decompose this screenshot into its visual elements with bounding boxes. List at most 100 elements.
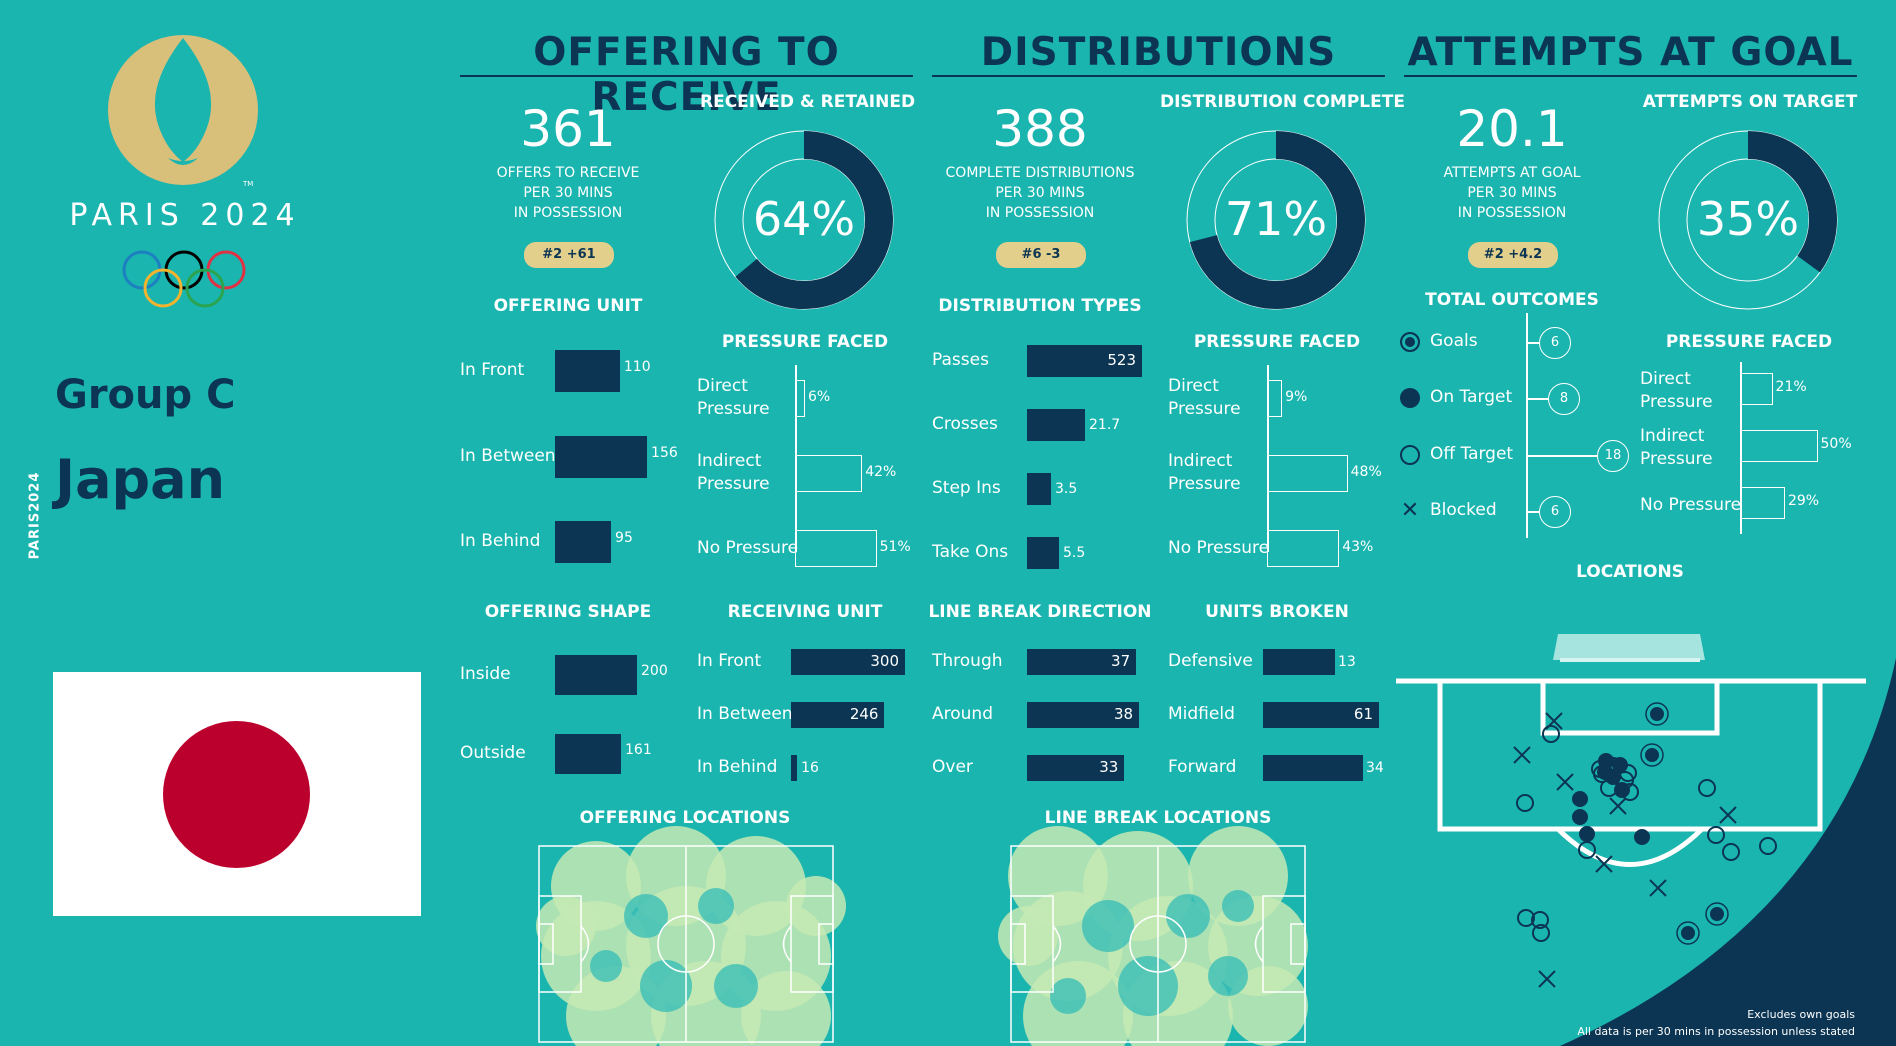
donut-value-arc [1189, 131, 1365, 309]
heat-cool-spot [624, 894, 668, 938]
bar-value: 523 [1107, 351, 1136, 369]
shot-off-target [1542, 725, 1560, 743]
bar [1263, 702, 1379, 728]
stat-dist-value: 388 [992, 100, 1088, 158]
bar-label: In Front [460, 360, 525, 380]
bar [1027, 702, 1140, 728]
bar [555, 350, 620, 392]
shot-off-target [1722, 843, 1740, 861]
donut-dist-title: DISTRIBUTION COMPLETE [1160, 92, 1405, 112]
shot-off-target [1619, 764, 1637, 782]
pressure-offer-title: PRESSURE FACED [721, 332, 889, 352]
section-rule [460, 75, 913, 77]
group-label: Group C [55, 372, 236, 418]
shot-goal [1643, 746, 1661, 764]
heat-blob [741, 971, 831, 1046]
team-name: Japan [55, 448, 226, 511]
bar-value: 5.5 [1063, 545, 1086, 561]
shot-off-target [1593, 765, 1611, 783]
line-break-dir-title: LINE BREAK DIRECTION [928, 602, 1152, 622]
bar [791, 649, 905, 675]
heat-cool-spot [1166, 894, 1210, 938]
stat-offers-badge: #2 +61 [524, 242, 614, 268]
total-outcomes-title: TOTAL OUTCOMES [1425, 290, 1599, 310]
bar-value: 21% [1775, 379, 1807, 395]
bar [1263, 755, 1363, 781]
shot-on-target [1598, 753, 1614, 769]
shot-off-target [1591, 760, 1609, 778]
bar-value: 61 [1353, 705, 1373, 723]
stat-attempts-value: 20.1 [1456, 100, 1568, 158]
shot-off-target [1517, 909, 1535, 927]
donut-target-title: ATTEMPTS ON TARGET [1642, 92, 1858, 112]
bar-value: 161 [625, 742, 652, 758]
offering-locations-title: OFFERING LOCATIONS [579, 808, 791, 828]
bar [791, 702, 885, 728]
heat-cool-spot [590, 950, 622, 982]
units-broken-title: UNITS BROKEN [1205, 602, 1349, 622]
bar [1027, 755, 1125, 781]
side-event-label: PARIS2024 [27, 471, 43, 560]
pressure-att-title: PRESSURE FACED [1665, 332, 1833, 352]
section-title-distributions: DISTRIBUTIONS [980, 30, 1337, 75]
donut-value-arc [735, 131, 893, 309]
shot-markers [1513, 702, 1777, 988]
bar-value: 300 [870, 652, 899, 670]
heat-cool-spot [698, 888, 734, 924]
heat-blob [998, 906, 1058, 966]
bar-label: No Pressure [697, 538, 799, 558]
donut-target-label: 35% [1696, 192, 1800, 246]
dist-types-title: DISTRIBUTION TYPES [938, 296, 1142, 316]
outcome-label: Blocked [1430, 500, 1497, 520]
bar-label: In Between [697, 704, 793, 724]
shot-off-target [1600, 779, 1618, 797]
bar [1027, 649, 1137, 675]
pressure-dist-title: PRESSURE FACED [1193, 332, 1361, 352]
bar-value: 156 [651, 445, 678, 461]
footnote-own-goals: Excludes own goals [1747, 1008, 1855, 1021]
pitch-lines [538, 845, 834, 1043]
shot-off-target [1698, 779, 1716, 797]
logo-emblem: TM [108, 35, 258, 188]
olympic-rings [122, 250, 246, 308]
shot-on-target [1614, 782, 1630, 798]
bar-value: 48% [1350, 463, 1382, 480]
bar-value: 95 [615, 530, 633, 546]
shot-blocked [1513, 746, 1531, 764]
bar [1027, 345, 1142, 377]
donut-value-arc [1747, 131, 1837, 273]
outcome-label: Goals [1430, 331, 1478, 351]
event-name: PARIS 2024 [69, 198, 301, 233]
bar-value: 6% [808, 388, 831, 405]
shot-on-target [1572, 791, 1588, 807]
tree-branch [1527, 398, 1562, 400]
bar-label: Indirect Pressure [697, 451, 770, 494]
corner-wedge [1560, 658, 1896, 1046]
bar-label: Forward [1168, 757, 1237, 777]
bar-value: 29% [1787, 493, 1820, 509]
bar-label: Defensive [1168, 651, 1253, 671]
bar-label: Step Ins [932, 478, 1001, 498]
outcome-node: 6 [1539, 496, 1571, 528]
bar-value: 16 [801, 760, 819, 776]
shot-goal-ring [1640, 743, 1664, 767]
donut-dist-label: 71% [1224, 192, 1328, 246]
bar [1267, 455, 1348, 492]
heat-layer [998, 826, 1308, 1046]
bar-label: No Pressure [1168, 538, 1270, 558]
goal-area-lines [1396, 634, 1866, 867]
bar-value: 3.5 [1055, 481, 1078, 497]
shot-blocked [1556, 773, 1574, 791]
section-title-offering: OFFERING TO RECEIVE [533, 30, 840, 120]
stat-dist-caption: COMPLETE DISTRIBUTIONS PER 30 MINS IN POSS… [945, 165, 1135, 221]
shot-goal-ring [1676, 921, 1700, 945]
bar [795, 455, 863, 492]
shot-blocked [1649, 879, 1667, 897]
shot-off-target [1531, 911, 1549, 929]
bar-value: 50% [1820, 436, 1852, 452]
bar-value: 51% [879, 538, 911, 555]
shot-on-target [1597, 764, 1613, 780]
bar [1267, 530, 1340, 567]
offering-unit-title: OFFERING UNIT [493, 296, 643, 316]
bar-label: Outside [460, 743, 526, 763]
